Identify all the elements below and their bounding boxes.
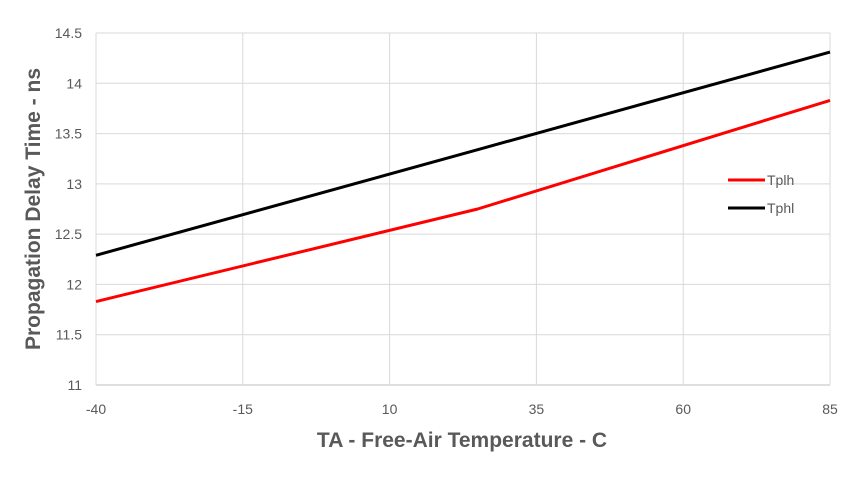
y-tick-label: 13.5 <box>55 126 82 142</box>
series-line-tplh <box>95 98 831 303</box>
x-axis-ticks: -40 -15 10 35 60 85 <box>86 401 838 417</box>
x-axis-title: TA - Free-Air Temperature - C <box>317 429 607 452</box>
legend-label-tphl: Tphl <box>767 200 794 216</box>
y-tick-label: 14.5 <box>55 25 82 41</box>
x-tick-label: -15 <box>233 401 253 417</box>
x-tick-label: 35 <box>529 401 545 417</box>
grid <box>95 32 831 386</box>
y-tick-label: 12 <box>66 276 82 292</box>
y-tick-label: 13 <box>66 176 82 192</box>
x-tick-label: 85 <box>822 401 838 417</box>
y-tick-label: 14 <box>66 75 82 91</box>
legend: Tplh Tphl <box>728 172 794 216</box>
y-tick-label: 12.5 <box>55 226 82 242</box>
series-line-tphl <box>95 50 831 257</box>
y-axis-ticks: 11 11.5 12 12.5 13 13.5 14 14.5 <box>55 25 82 393</box>
y-tick-label: 11 <box>67 377 82 393</box>
y-axis-title: Propagation Delay Time - ns <box>22 68 45 350</box>
x-tick-label: 10 <box>382 401 398 417</box>
legend-label-tplh: Tplh <box>767 172 794 188</box>
y-tick-label: 11.5 <box>56 327 82 343</box>
x-tick-label: 60 <box>675 401 691 417</box>
series-lines <box>95 50 831 303</box>
x-tick-label: -40 <box>86 401 106 417</box>
